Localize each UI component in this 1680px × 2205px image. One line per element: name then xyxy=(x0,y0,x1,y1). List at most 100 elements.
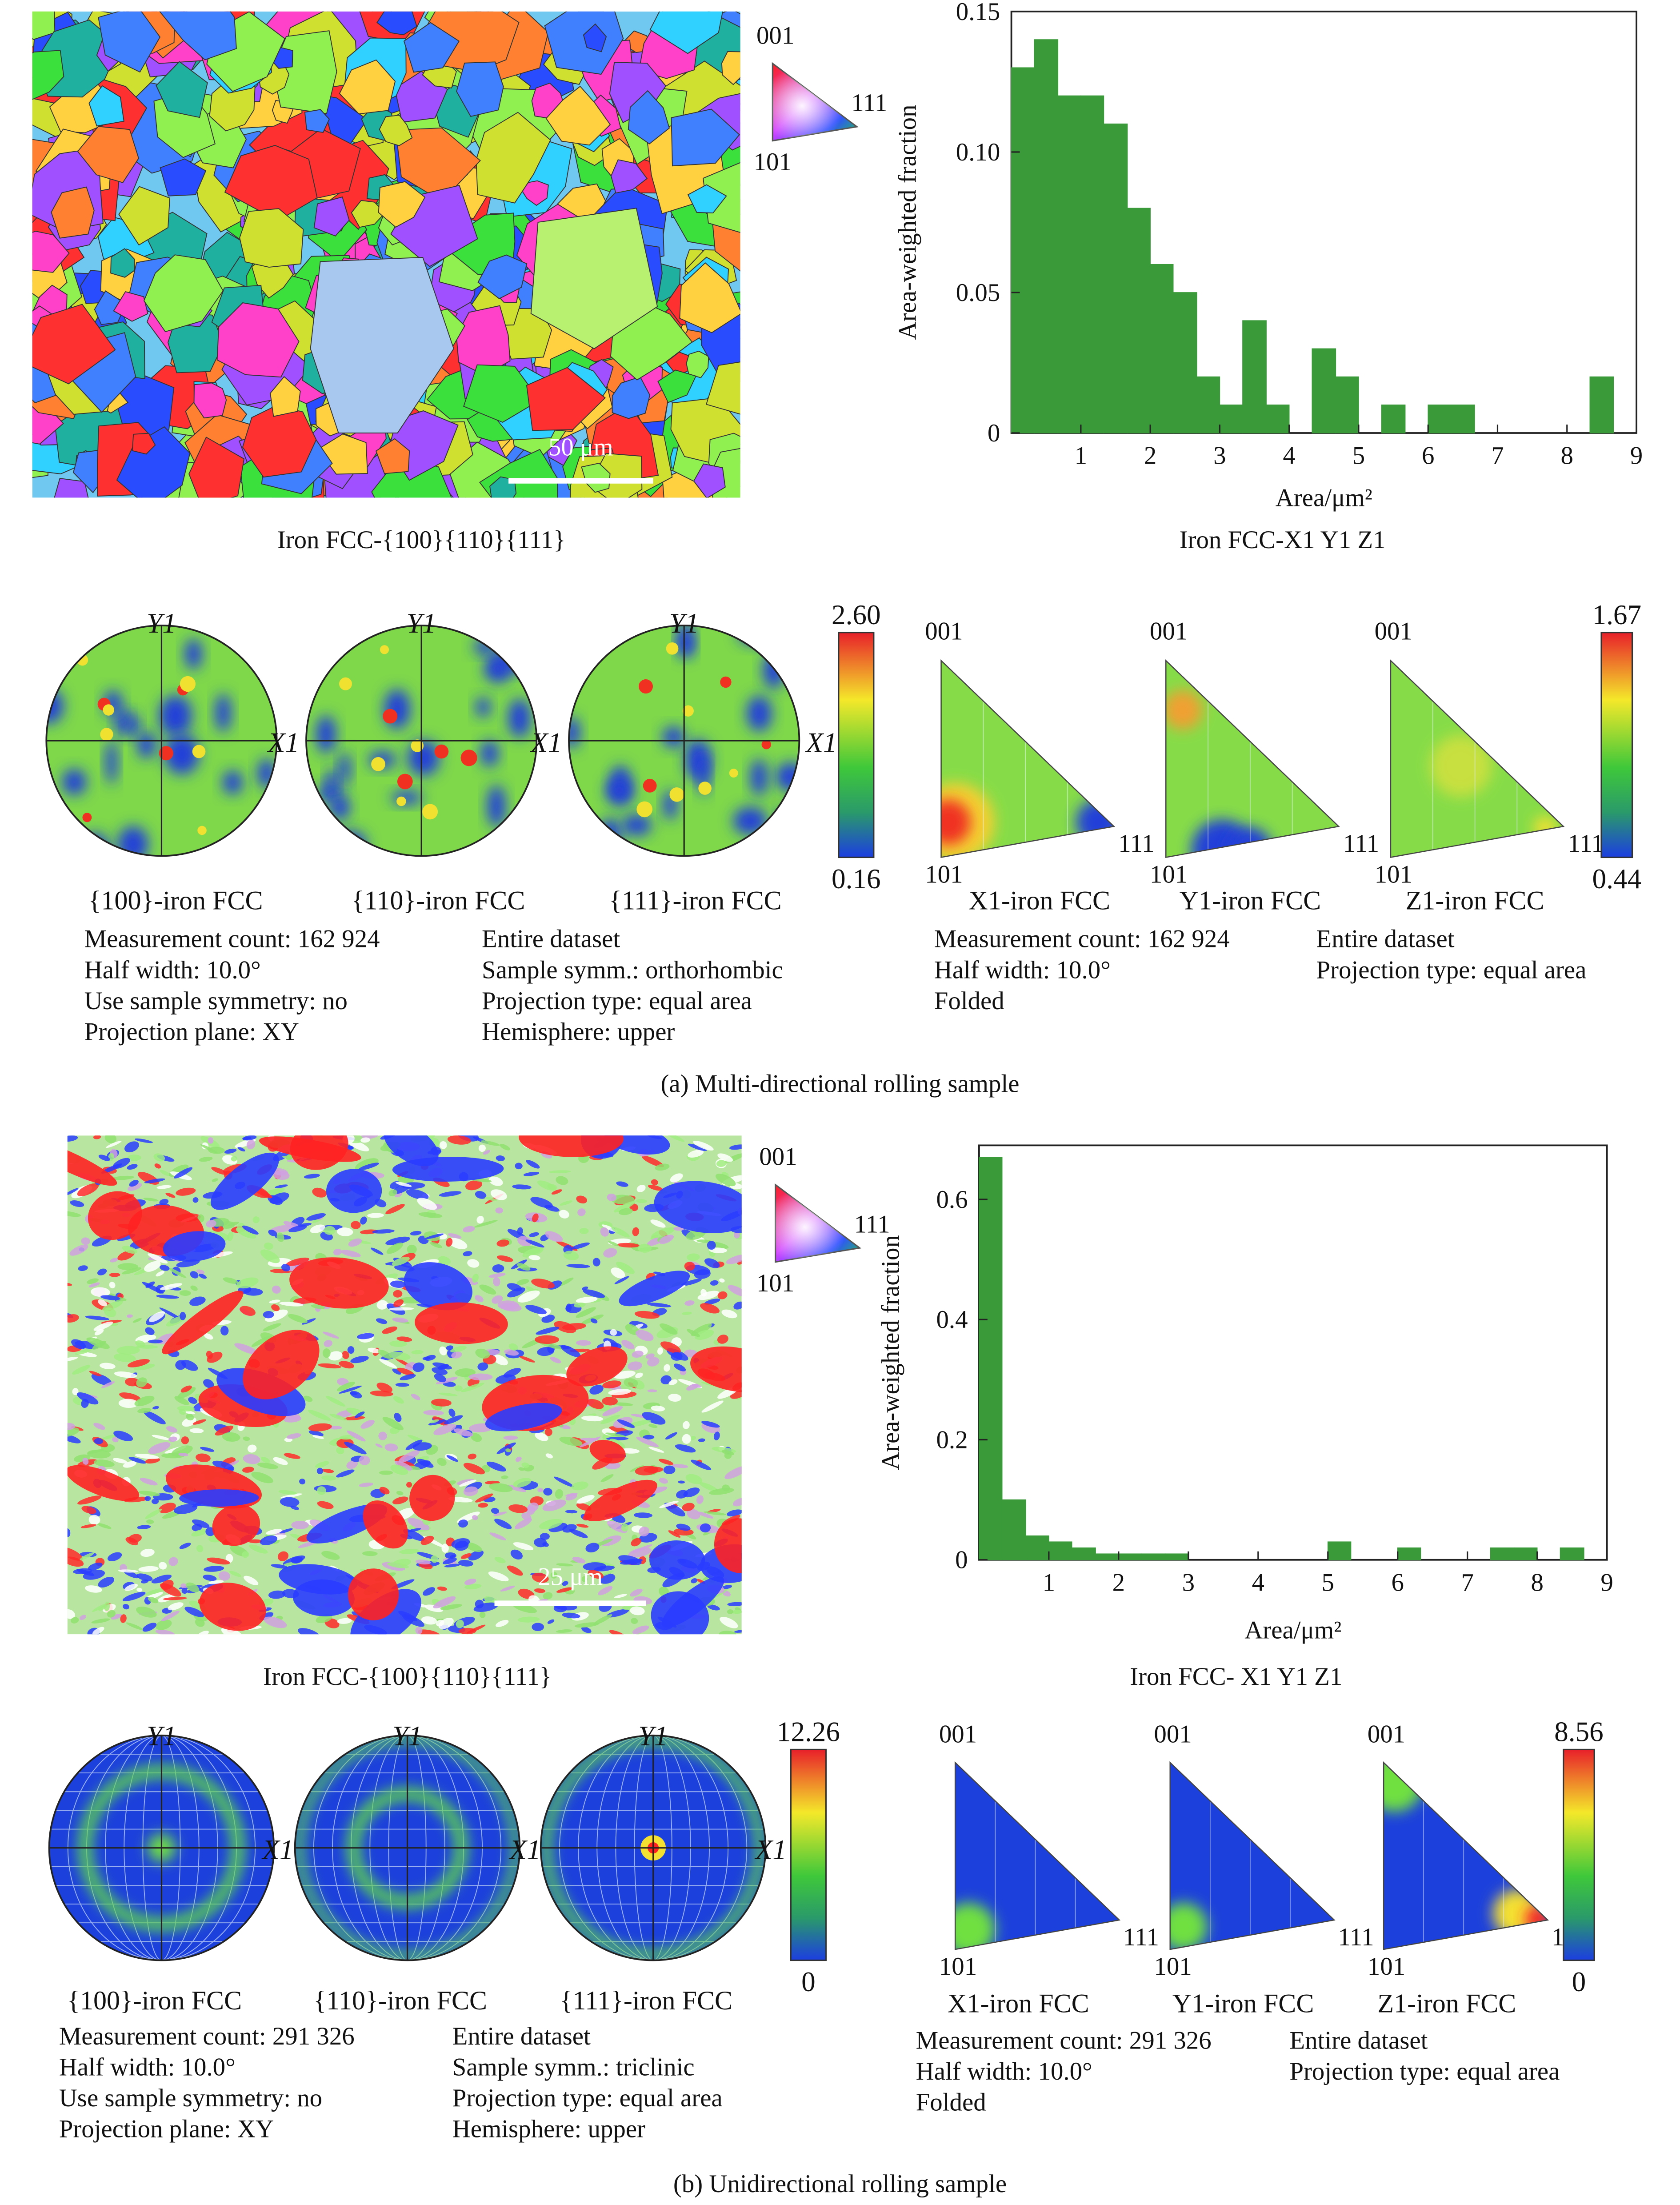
ipf-title: Z1-iron FCC xyxy=(1377,1988,1516,2018)
grain xyxy=(517,1263,531,1271)
grain xyxy=(358,1163,380,1171)
grain xyxy=(153,1153,165,1162)
ipf-title: X1-iron FCC xyxy=(948,1988,1089,2018)
grain xyxy=(556,1563,573,1567)
grain xyxy=(104,1601,110,1612)
grain xyxy=(632,1625,649,1634)
grain xyxy=(616,1181,628,1187)
grain xyxy=(372,1229,395,1234)
bar xyxy=(979,1157,1003,1560)
grain xyxy=(660,1323,678,1335)
grain xyxy=(54,478,89,498)
grain xyxy=(86,1337,110,1349)
grain xyxy=(664,1364,670,1372)
grain xyxy=(562,1524,577,1533)
colorbar xyxy=(1563,1748,1595,1961)
grain xyxy=(98,1299,108,1307)
grain xyxy=(647,1357,660,1367)
pole-spot xyxy=(384,689,411,730)
axis-label: Y1 xyxy=(638,1720,668,1752)
grain xyxy=(392,1256,410,1266)
grain xyxy=(631,1618,638,1624)
bar xyxy=(1095,1553,1119,1560)
grain xyxy=(355,1411,365,1418)
grain xyxy=(100,1363,116,1369)
grain xyxy=(466,1624,486,1634)
grain xyxy=(379,1359,397,1368)
grain xyxy=(162,1291,244,1355)
ipf-outline xyxy=(1390,659,1565,858)
grain xyxy=(525,1305,547,1315)
grain xyxy=(104,1307,116,1317)
grain xyxy=(339,1385,362,1394)
info: Measurement count: 162 924 xyxy=(84,925,380,953)
grain xyxy=(668,1530,681,1538)
ipf-title: Y1-iron FCC xyxy=(1180,885,1321,915)
pole-spot xyxy=(484,655,512,683)
grain xyxy=(444,1564,460,1568)
pole-spot xyxy=(257,758,276,789)
grain xyxy=(260,1535,278,1545)
grain xyxy=(368,1347,381,1354)
grain xyxy=(630,1606,645,1616)
grain xyxy=(409,1475,455,1521)
grain xyxy=(304,1174,320,1179)
grain xyxy=(701,1421,720,1428)
grain xyxy=(675,1444,696,1453)
pole-spot xyxy=(476,697,491,718)
grain xyxy=(704,1299,720,1305)
grain xyxy=(405,1439,423,1450)
grain xyxy=(124,1141,140,1153)
grain xyxy=(594,1565,615,1572)
grain xyxy=(113,1353,136,1363)
grain xyxy=(196,1545,204,1552)
pole-spot xyxy=(316,625,336,635)
grain xyxy=(530,208,658,349)
x-tick-label: 3 xyxy=(1182,1568,1195,1596)
grain xyxy=(571,1242,590,1250)
grain xyxy=(284,1453,300,1459)
grain xyxy=(648,1447,664,1453)
grain xyxy=(159,1199,169,1205)
grain xyxy=(375,1443,383,1448)
grain xyxy=(398,1450,420,1463)
grain xyxy=(504,1349,519,1356)
grain xyxy=(500,1144,511,1151)
grain xyxy=(360,1419,375,1429)
grain xyxy=(161,1611,180,1621)
grain xyxy=(550,1572,558,1579)
x-axis-label: Area/μm² xyxy=(1276,484,1372,512)
grain xyxy=(393,1290,403,1298)
grain xyxy=(717,1291,728,1299)
pole-spot xyxy=(222,770,243,795)
grain xyxy=(719,1278,725,1283)
scale-bar-label: 25 μm xyxy=(538,1563,603,1591)
bar xyxy=(1048,1541,1072,1560)
corner-label: 101 xyxy=(939,1952,977,1980)
grain xyxy=(370,1247,384,1255)
grain xyxy=(630,1465,644,1472)
grain xyxy=(618,1208,633,1215)
grain xyxy=(133,1363,155,1371)
axis-label: X1 xyxy=(261,1834,293,1865)
clipped-group xyxy=(32,11,740,498)
grain xyxy=(248,1544,268,1554)
grain xyxy=(67,1188,79,1196)
grain xyxy=(565,1492,578,1497)
grain xyxy=(88,1515,100,1525)
grain xyxy=(589,1385,604,1395)
grain xyxy=(237,1147,245,1152)
grain xyxy=(260,1456,270,1463)
bar xyxy=(1103,123,1128,433)
grain xyxy=(93,1321,113,1331)
grain xyxy=(160,1283,182,1290)
grain xyxy=(166,1426,177,1433)
grain xyxy=(611,1227,630,1238)
pole-spot xyxy=(82,813,92,822)
grain xyxy=(317,1501,334,1509)
grain xyxy=(513,1478,532,1487)
grain xyxy=(204,1566,224,1572)
grain xyxy=(383,1135,439,1167)
pole-spot xyxy=(473,639,498,655)
grain xyxy=(728,1285,742,1297)
